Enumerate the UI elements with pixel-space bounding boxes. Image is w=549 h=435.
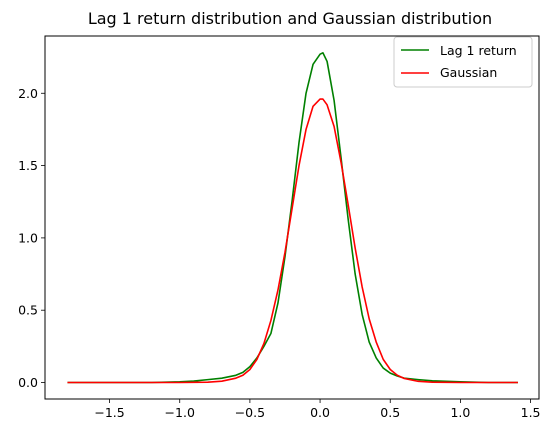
x-tick-label: −1.5 (94, 405, 124, 420)
axis-ticks: −1.5 −1.0 −0.5 0.0 0.5 1.0 1.5 0.0 0.5 1.0 1.5 2.0 (18, 86, 540, 420)
x-tick-label: 1.0 (450, 405, 470, 420)
x-tick-label: 1.5 (521, 405, 541, 420)
series-line-gaussian (67, 98, 518, 384)
y-tick-label: 1.5 (18, 158, 38, 173)
x-tick-label: 0.5 (380, 405, 400, 420)
x-tick-label: −0.5 (235, 405, 265, 420)
series-line-lag-1-return (67, 51, 518, 384)
x-tick-label: −1.0 (165, 405, 195, 420)
y-tick-label: 0.0 (18, 375, 38, 390)
x-tick-label: 0.0 (310, 405, 330, 420)
plot-area (67, 51, 518, 384)
legend: Lag 1 return Gaussian (393, 36, 533, 88)
axes-frame (44, 35, 540, 400)
legend-label-lag1-return: Lag 1 return (440, 43, 517, 58)
y-tick-label: 1.0 (18, 230, 38, 245)
chart-title: Lag 1 return distribution and Gaussian d… (88, 9, 492, 28)
y-tick-label: 2.0 (18, 86, 38, 101)
legend-label-gaussian: Gaussian (440, 65, 497, 80)
y-tick-label: 0.5 (18, 303, 38, 318)
